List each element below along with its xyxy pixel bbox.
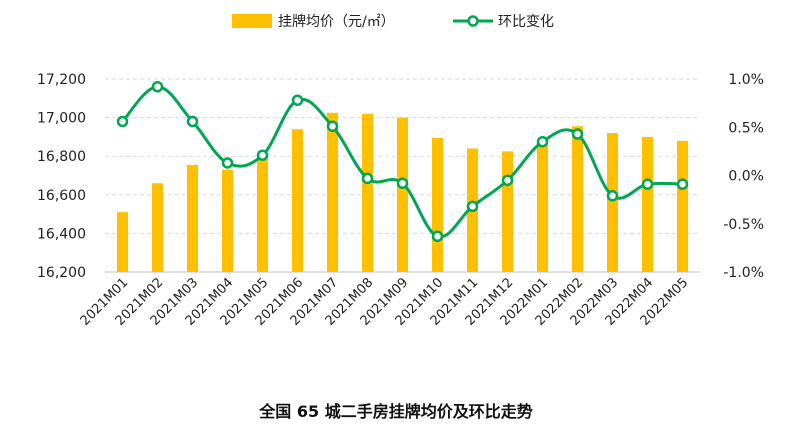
- legend-label-line: 环比变化: [498, 14, 554, 30]
- line-point: [571, 128, 584, 140]
- y-right-tick-label: -0.5%: [723, 217, 764, 233]
- line-point: [326, 120, 339, 133]
- line-point: [466, 200, 479, 213]
- line-point: [641, 178, 654, 190]
- bar: [537, 140, 548, 272]
- line-point: [396, 177, 409, 189]
- bar: [152, 183, 163, 272]
- y-left-tick-label: 16,600: [37, 188, 86, 204]
- line-point: [151, 80, 164, 93]
- y-right-tick-label: -1.0%: [723, 265, 764, 281]
- y-right-tick-label: 0.5%: [728, 120, 764, 136]
- bar: [607, 133, 618, 272]
- legend-swatch-bar: [232, 14, 272, 28]
- y-left-tick-label: 17,000: [37, 111, 86, 127]
- y-left-tick-label: 16,400: [37, 226, 86, 242]
- bar: [642, 136, 653, 272]
- chart-title: 全国 65 城二手房挂牌均价及环比走势: [258, 402, 532, 421]
- x-axis: 2021M012021M022021M032021M042021M052021M…: [78, 275, 692, 329]
- bar: [257, 156, 268, 272]
- line-point: [606, 190, 619, 202]
- legend-swatch-marker: [467, 15, 479, 27]
- line-series: [116, 80, 689, 243]
- bar: [502, 151, 513, 272]
- line-point: [291, 94, 304, 106]
- y-axis-right: -1.0% -0.5% 0.0% 0.5% 1.0%: [723, 72, 764, 281]
- bar: [432, 137, 443, 272]
- bar: [397, 117, 408, 272]
- line-point: [186, 115, 199, 128]
- y-left-tick-label: 16,800: [37, 149, 86, 165]
- bar: [362, 113, 373, 273]
- bar: [292, 129, 303, 272]
- bar: [222, 169, 233, 272]
- bar: [187, 164, 198, 272]
- legend: 挂牌均价（元/㎡） 环比变化: [232, 13, 554, 30]
- line-point: [361, 172, 374, 185]
- line-point: [501, 174, 514, 187]
- y-left-tick-label: 16,200: [37, 265, 86, 281]
- bar: [327, 112, 338, 273]
- line-point: [676, 178, 689, 190]
- bar: [117, 212, 128, 272]
- bar: [677, 140, 688, 272]
- y-axis-left: 16,200 16,400 16,600 16,800 17,000 17,200: [37, 72, 86, 281]
- y-left-tick-label: 17,200: [37, 72, 86, 88]
- y-right-tick-label: 1.0%: [728, 72, 764, 88]
- legend-label-bar: 挂牌均价（元/㎡）: [278, 13, 395, 30]
- y-right-tick-label: 0.0%: [728, 169, 764, 185]
- line-point: [431, 230, 444, 243]
- line-point: [221, 157, 234, 169]
- bar: [572, 126, 583, 272]
- line-point: [116, 115, 129, 128]
- line-point: [256, 149, 269, 161]
- line-point: [536, 135, 549, 148]
